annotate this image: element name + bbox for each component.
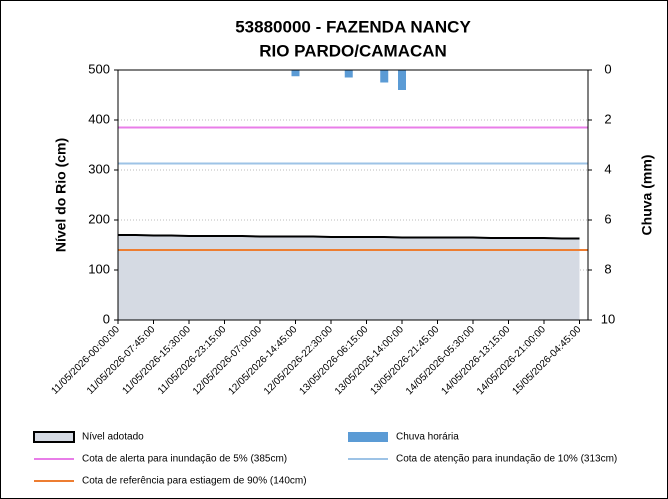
y2-tick-label: 0 bbox=[604, 61, 611, 76]
rain-bar bbox=[344, 70, 353, 78]
y-tick-label: 200 bbox=[88, 211, 110, 226]
y-tick-label: 100 bbox=[88, 261, 110, 276]
legend-swatch bbox=[348, 432, 388, 442]
legend-label: Nível adotado bbox=[82, 432, 144, 443]
level-line bbox=[118, 234, 580, 240]
y-tick-label: 0 bbox=[103, 311, 110, 326]
y2-tick-label: 2 bbox=[604, 111, 611, 126]
y2-tick-label: 8 bbox=[604, 261, 611, 276]
rain-bar bbox=[291, 70, 300, 77]
y2-tick-label: 6 bbox=[604, 211, 611, 226]
legend-label: Cota de alerta para inundação de 5% (385… bbox=[82, 454, 287, 465]
y-tick-label: 500 bbox=[88, 61, 110, 76]
y-tick-label: 400 bbox=[88, 111, 110, 126]
rain-bar bbox=[380, 70, 389, 83]
chart-title: 53880000 - FAZENDA NANCY bbox=[235, 17, 471, 36]
legend-label: Chuva horária bbox=[396, 432, 459, 443]
y2-axis-label: Chuva (mm) bbox=[639, 155, 655, 236]
y-axis-label: Nível do Rio (cm) bbox=[53, 138, 69, 252]
level-area bbox=[118, 235, 580, 320]
y2-tick-label: 10 bbox=[601, 311, 615, 326]
legend-swatch bbox=[33, 431, 75, 443]
plot-border bbox=[117, 69, 589, 321]
chart-subtitle: RIO PARDO/CAMACAN bbox=[259, 41, 447, 60]
legend-label: Cota de referência para estiagem de 90% … bbox=[82, 476, 307, 487]
rain-bar bbox=[398, 70, 406, 90]
y2-tick-label: 4 bbox=[604, 161, 611, 176]
legend-label: Cota de atenção para inundação de 10% (3… bbox=[396, 454, 617, 465]
y-tick-label: 300 bbox=[88, 161, 110, 176]
